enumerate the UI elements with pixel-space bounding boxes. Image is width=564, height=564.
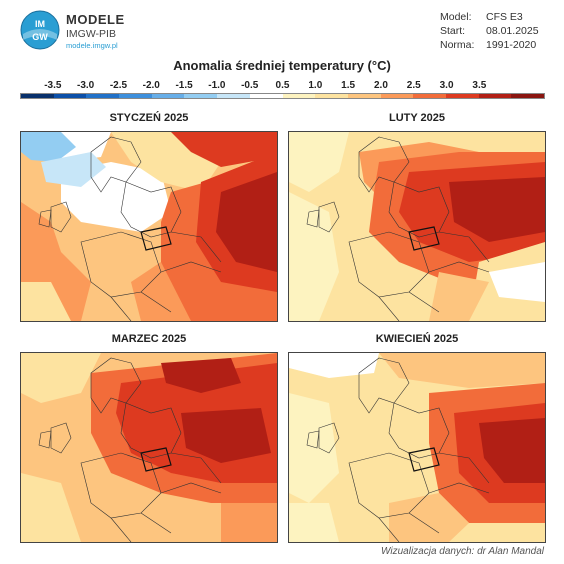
map-february (288, 131, 546, 322)
map-march (20, 352, 278, 543)
brand-block: MODELE IMGW-PIB modele.imgw.pl (66, 12, 125, 50)
colorbar-tick-label: -1.0 (208, 80, 226, 91)
panel-title-february: LUTY 2025 (388, 112, 446, 124)
colorbar-tick-label: 0.5 (275, 80, 290, 91)
colorbar-tick-label: 3.5 (472, 80, 487, 91)
colorbar-tick-label: 3.0 (439, 80, 454, 91)
colorbar-segment (151, 94, 185, 98)
colorbar-segment (413, 94, 446, 98)
colorbar-tick-labels: -3.5 -3.0 -2.5 -2.0 -1.5 -1.0 -0.5 0.5 1.0 1.5 2.0… (20, 80, 545, 92)
colorbar-tick-label: 1.5 (341, 80, 356, 91)
colorbar-segment (86, 94, 120, 98)
colorbar-segment (282, 94, 316, 98)
colorbar (20, 93, 545, 99)
norma-value: 1991-2020 (486, 39, 537, 51)
colorbar-tick-label: -0.5 (241, 80, 259, 91)
colorbar-segment (445, 94, 479, 98)
start-label: Start: (440, 25, 466, 37)
colorbar-segment (511, 94, 544, 98)
model-value: CFS E3 (486, 11, 523, 23)
colorbar-tick-label: 2.0 (373, 80, 388, 91)
colorbar-tick-label: -3.0 (77, 80, 95, 91)
panel-title-march: MARZEC 2025 (111, 333, 187, 345)
colorbar-segment (249, 94, 283, 98)
brand-name: MODELE (66, 12, 125, 27)
colorbar-segment (478, 94, 512, 98)
map-january (20, 131, 278, 322)
brand-org: IMGW-PIB (66, 28, 116, 40)
colorbar-tick-label: -3.5 (44, 80, 62, 91)
map-april (288, 352, 546, 543)
panel-title-january: STYCZEŃ 2025 (109, 112, 189, 124)
colorbar-segment (347, 94, 381, 98)
svg-text:IM: IM (35, 19, 45, 29)
colorbar-segment (53, 94, 87, 98)
colorbar-tick-label: -1.5 (175, 80, 193, 91)
colorbar-segment (217, 94, 250, 98)
colorbar-title: Anomalia średniej temperatury (°C) (173, 58, 391, 73)
model-metadata: Model: CFS E3 Start: 08.01.2025 Norma: 1991… (440, 10, 539, 52)
colorbar-tick-label: 1.0 (308, 80, 323, 91)
colorbar-segment (380, 94, 414, 98)
colorbar-tick-label: -2.5 (109, 80, 128, 91)
colorbar-segment (119, 94, 152, 98)
start-value: 08.01.2025 (486, 25, 539, 37)
model-label: Model: (440, 11, 472, 23)
brand-url[interactable]: modele.imgw.pl (66, 41, 118, 50)
svg-text:GW: GW (32, 32, 48, 42)
imgw-logo: IM GW (20, 10, 60, 50)
colorbar-tick-label: 2.5 (406, 80, 421, 91)
panel-title-april: KWIECIEŃ 2025 (375, 333, 459, 345)
colorbar-segment (184, 94, 218, 98)
norma-label: Norma: (440, 39, 475, 51)
colorbar-segment (315, 94, 348, 98)
colorbar-segment (21, 94, 54, 98)
colorbar-tick-label: -2.0 (142, 80, 160, 91)
visualization-credit: Wizualizacja danych: dr Alan Mandal (381, 546, 544, 557)
